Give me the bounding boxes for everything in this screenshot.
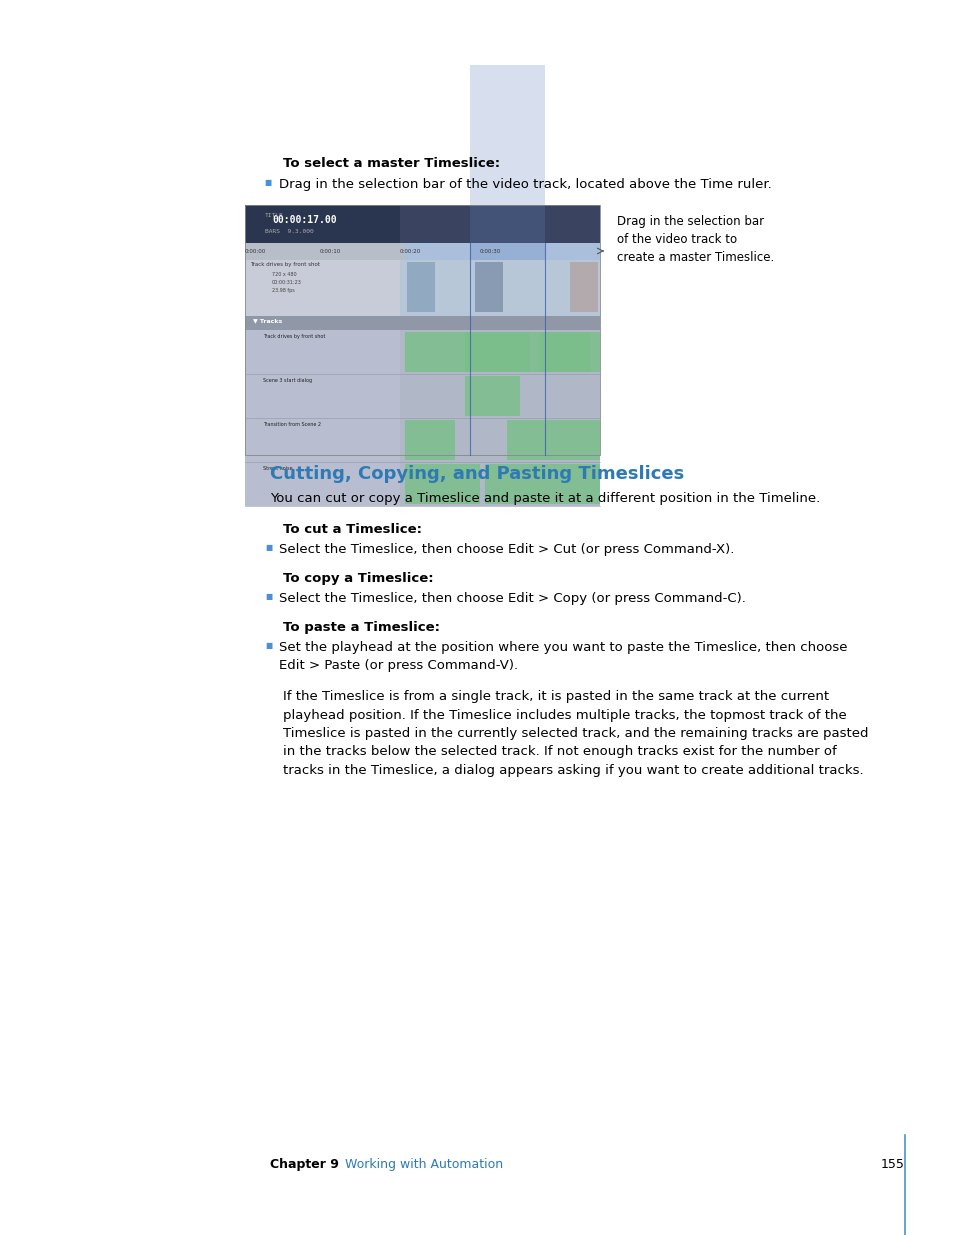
Text: ■: ■ [265, 641, 272, 650]
Text: Select the Timeslice, then choose Edit > Cut (or press Command-X).: Select the Timeslice, then choose Edit >… [278, 543, 734, 556]
Bar [399, 330, 599, 374]
Bar [399, 374, 599, 417]
Text: If the Timeslice is from a single track, it is pasted in the same track at the c: If the Timeslice is from a single track,… [283, 690, 867, 777]
Bar [539, 332, 589, 372]
Text: ▼ Tracks: ▼ Tracks [253, 317, 282, 324]
Text: Cutting, Copying, and Pasting Timeslices: Cutting, Copying, and Pasting Timeslices [270, 466, 683, 483]
Bar [405, 243, 599, 261]
Text: 0:00:00: 0:00:00 [245, 249, 266, 254]
Text: BARS  9.3.000: BARS 9.3.000 [265, 228, 314, 233]
Text: To cut a Timeslice:: To cut a Timeslice: [283, 522, 421, 536]
Bar [245, 316, 599, 330]
Text: Drag in the selection bar of the video track, located above the Time ruler.: Drag in the selection bar of the video t… [278, 178, 771, 191]
Bar [245, 462, 399, 506]
Text: To paste a Timeslice:: To paste a Timeslice: [283, 621, 439, 634]
Text: ■: ■ [265, 543, 272, 552]
Text: Chapter 9: Chapter 9 [270, 1158, 338, 1171]
Bar [245, 330, 399, 374]
Bar [405, 332, 599, 372]
Bar [475, 262, 502, 312]
Text: TITLE: TITLE [265, 212, 283, 219]
Text: ■: ■ [264, 178, 271, 186]
Text: 23.98 fps: 23.98 fps [272, 288, 294, 293]
Text: 00:00:31:23: 00:00:31:23 [272, 280, 301, 285]
Text: Working with Automation: Working with Automation [345, 1158, 502, 1171]
Text: Transition from Scene 2: Transition from Scene 2 [263, 422, 320, 427]
Text: Track drives by front shot: Track drives by front shot [250, 262, 319, 267]
Text: Scene 3 start dialog: Scene 3 start dialog [263, 378, 312, 383]
Bar [399, 417, 599, 462]
Text: To select a master Timeslice:: To select a master Timeslice: [283, 157, 499, 170]
Bar [484, 464, 599, 504]
Bar [245, 261, 399, 316]
Bar [245, 205, 599, 243]
Bar [245, 417, 399, 462]
Text: You can cut or copy a Timeslice and paste it at a different position in the Time: You can cut or copy a Timeslice and past… [270, 492, 820, 505]
Bar [399, 462, 599, 506]
Bar [245, 261, 599, 316]
Text: 155: 155 [881, 1158, 904, 1171]
Bar [245, 205, 599, 454]
Bar [470, 65, 544, 261]
Bar [245, 374, 399, 417]
Text: Select the Timeslice, then choose Edit > Copy (or press Command-C).: Select the Timeslice, then choose Edit >… [278, 592, 745, 605]
Bar [245, 205, 599, 454]
Bar [464, 332, 530, 372]
Text: Set the playhead at the position where you want to paste the Timeslice, then cho: Set the playhead at the position where y… [278, 641, 846, 655]
Text: 00:00:17.00: 00:00:17.00 [273, 215, 337, 225]
Bar [430, 420, 455, 459]
Bar [245, 243, 599, 261]
Text: 0:00:30: 0:00:30 [479, 249, 500, 254]
Text: 0:00:20: 0:00:20 [399, 249, 421, 254]
Bar [399, 261, 599, 316]
Text: Track drives by front shot: Track drives by front shot [263, 333, 325, 338]
Text: ■: ■ [265, 592, 272, 601]
Bar [464, 375, 519, 416]
Text: Edit > Paste (or press Command-V).: Edit > Paste (or press Command-V). [278, 659, 517, 672]
Bar [407, 262, 435, 312]
Bar [405, 464, 479, 504]
Text: Drag in the selection bar
of the video track to
create a master Timeslice.: Drag in the selection bar of the video t… [617, 215, 774, 264]
Bar [506, 420, 599, 459]
Text: 720 x 480: 720 x 480 [272, 272, 296, 277]
Text: 0:00:10: 0:00:10 [319, 249, 341, 254]
Bar [245, 205, 399, 243]
Bar [569, 262, 598, 312]
Bar [405, 420, 430, 459]
Text: To copy a Timeslice:: To copy a Timeslice: [283, 572, 434, 585]
Text: Street noise: Street noise [263, 466, 293, 471]
